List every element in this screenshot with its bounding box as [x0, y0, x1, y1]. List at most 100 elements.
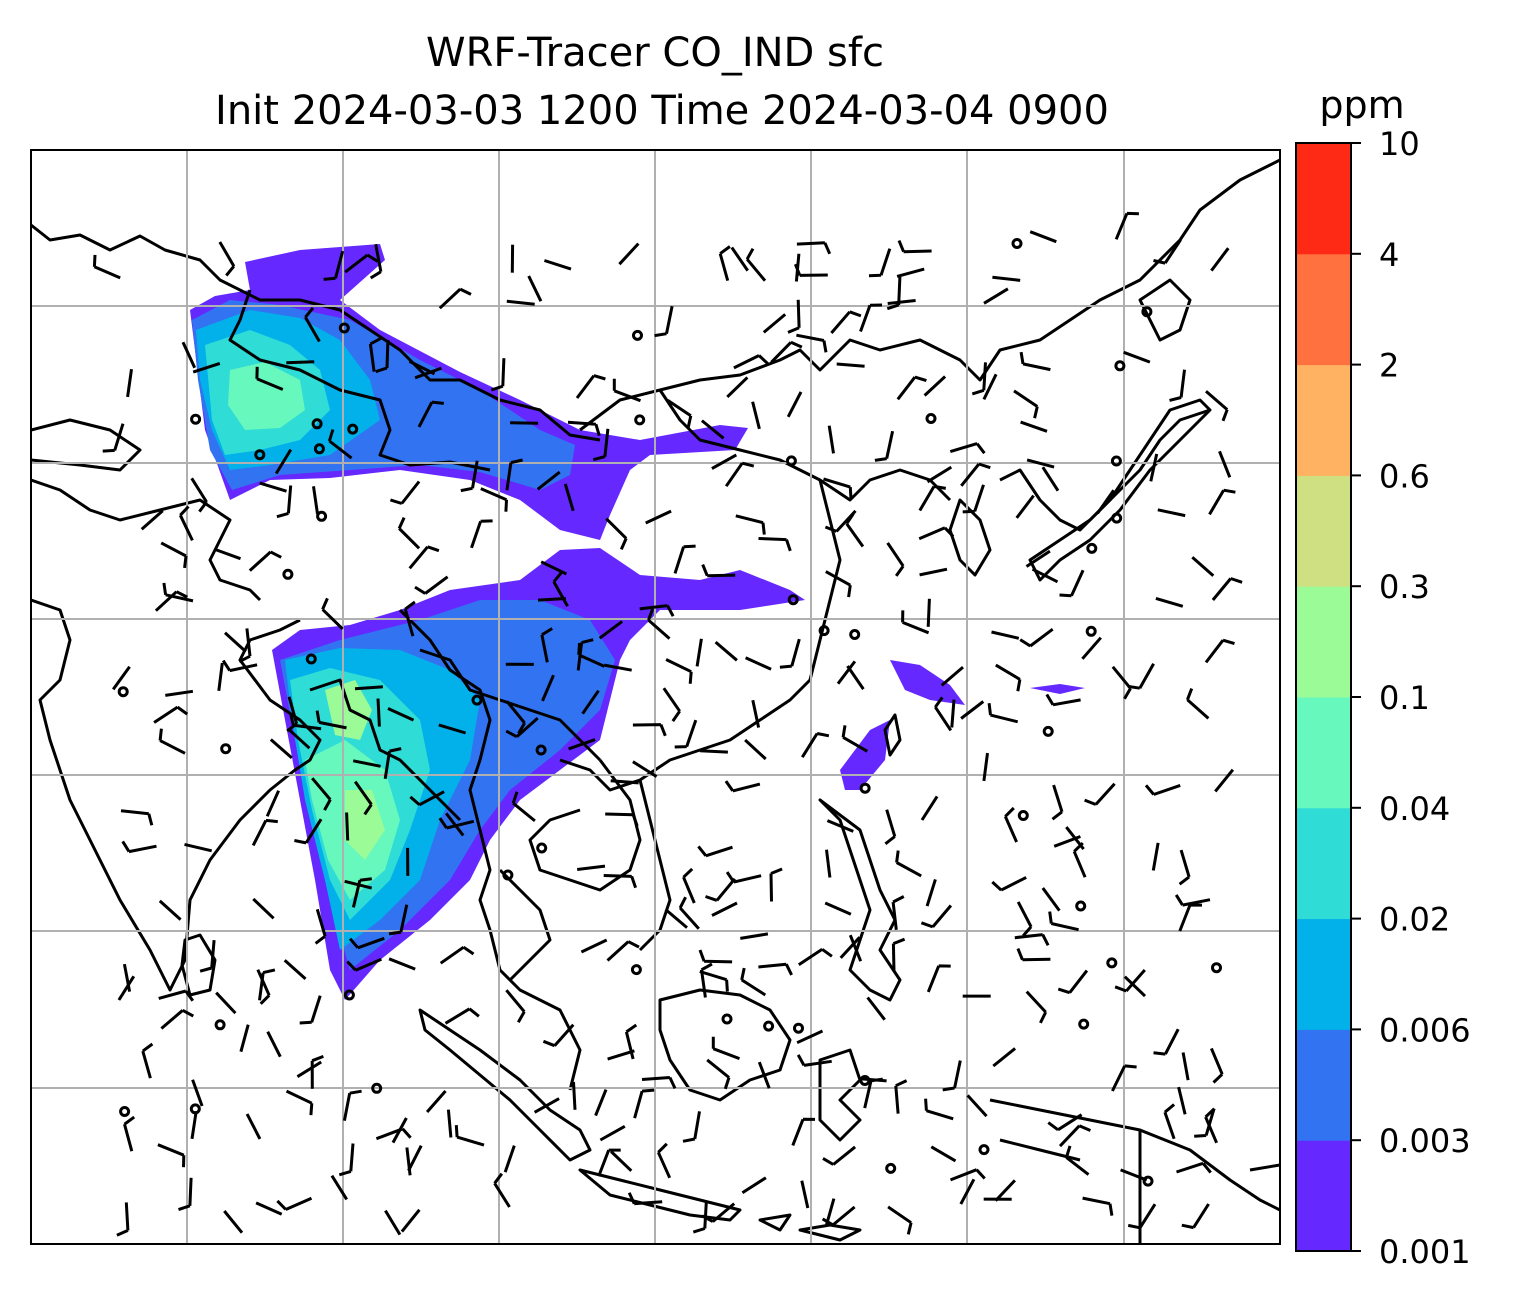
wind-barb [959, 1178, 976, 1205]
wind-barb [758, 537, 792, 552]
wind-barb [470, 519, 493, 549]
wind-barb [121, 840, 157, 854]
calm-wind-circle [1106, 957, 1118, 969]
wind-barb [992, 275, 1021, 282]
calm-wind-circle [885, 1162, 897, 1174]
wind-barb [1214, 768, 1235, 793]
wind-barb [251, 818, 278, 847]
calm-wind-circle [634, 414, 646, 426]
wind-barb [674, 719, 698, 749]
wind-barb [265, 790, 280, 817]
wind-barb [1205, 390, 1229, 422]
wind-barb [407, 1145, 423, 1172]
wind-barb [757, 1061, 771, 1089]
wind-barb [656, 1142, 672, 1179]
wind-barb [1211, 577, 1243, 601]
wind-barb [572, 1081, 577, 1110]
wind-barb [618, 242, 640, 266]
wind-barb [711, 1036, 741, 1061]
wind-barb [934, 696, 953, 732]
wind-barb [701, 1202, 736, 1223]
wind-barb [848, 934, 863, 962]
wind-barb [92, 254, 121, 280]
wind-barbs [92, 211, 1243, 1237]
wind-barb [863, 1077, 884, 1109]
wind-barb [1176, 1161, 1212, 1174]
wind-barb [248, 550, 282, 572]
wind-barb [836, 362, 865, 368]
calm-wind-circle [793, 1022, 804, 1034]
wind-barb [454, 1125, 485, 1147]
wind-barb [315, 710, 347, 730]
wind-barb [245, 1113, 262, 1140]
wind-barb [460, 460, 479, 493]
wind-barb [1208, 488, 1236, 516]
wind-barb [141, 1042, 154, 1079]
wind-barb [991, 630, 1020, 640]
wind-barb [160, 541, 188, 569]
calm-wind-circle [1017, 810, 1029, 821]
wind-barb [1181, 1203, 1210, 1230]
wind-barb [1111, 1064, 1137, 1092]
wind-barb [215, 991, 237, 1015]
wind-barb [887, 1205, 913, 1235]
colorbar-segment [1296, 364, 1351, 476]
wind-barb [724, 780, 761, 793]
wind-barb [1016, 901, 1033, 937]
wind-barb [388, 904, 409, 936]
wind-barb [884, 809, 897, 845]
wind-barb [801, 732, 830, 758]
wind-barb [645, 509, 672, 525]
wind-barb [1153, 1028, 1180, 1056]
calm-wind-circle [214, 1019, 226, 1031]
wind-barb [692, 1200, 708, 1234]
wind-barb [991, 876, 1027, 892]
wind-barb [543, 259, 572, 271]
wind-barb [312, 486, 319, 515]
wind-barb [1157, 508, 1186, 518]
wind-barb [982, 752, 989, 782]
wind-barb [1020, 420, 1048, 433]
wind-barb [191, 1079, 204, 1107]
calm-wind-circle [1075, 900, 1087, 912]
wind-barb [1058, 1124, 1091, 1148]
wind-barb [1014, 933, 1050, 946]
wind-barb [866, 996, 886, 1021]
wind-barb [154, 590, 188, 612]
calm-wind-circle [316, 510, 328, 522]
wind-barb [751, 401, 761, 430]
wind-barb [511, 791, 536, 823]
wind-barb [258, 968, 276, 1001]
calm-wind-circle [925, 413, 937, 424]
colorbar-tick-label: 10 [1379, 125, 1420, 163]
wind-barb [605, 517, 628, 551]
wind-barb [158, 989, 195, 1002]
wind-barb [930, 1145, 957, 1163]
wind-barb [699, 970, 729, 992]
wind-barb [666, 398, 693, 428]
wind-barb [286, 360, 315, 365]
wind-barb [926, 598, 931, 627]
wind-barb [924, 1098, 954, 1121]
wind-barb [606, 940, 640, 962]
calm-wind-circle [785, 455, 797, 467]
wind-barb [1029, 230, 1057, 244]
wind-barb [1210, 1047, 1224, 1084]
wind-barb [158, 899, 182, 921]
wind-barb [1051, 784, 1064, 821]
wind-barb [695, 638, 703, 667]
calm-wind-circle [343, 989, 355, 1001]
colorbar-segment [1296, 475, 1351, 587]
calm-wind-circle [630, 964, 642, 976]
wind-barb [647, 608, 671, 640]
wind-barb [654, 305, 674, 338]
wind-barb [575, 374, 606, 399]
calm-wind-circle [763, 1020, 775, 1032]
wind-barb [1155, 596, 1184, 608]
wind-barb [117, 975, 136, 1001]
wind-barb [610, 779, 639, 785]
wind-barb [1174, 894, 1211, 907]
wind-barb [995, 663, 1022, 692]
wind-barb [825, 849, 832, 878]
wind-barb [598, 620, 623, 640]
